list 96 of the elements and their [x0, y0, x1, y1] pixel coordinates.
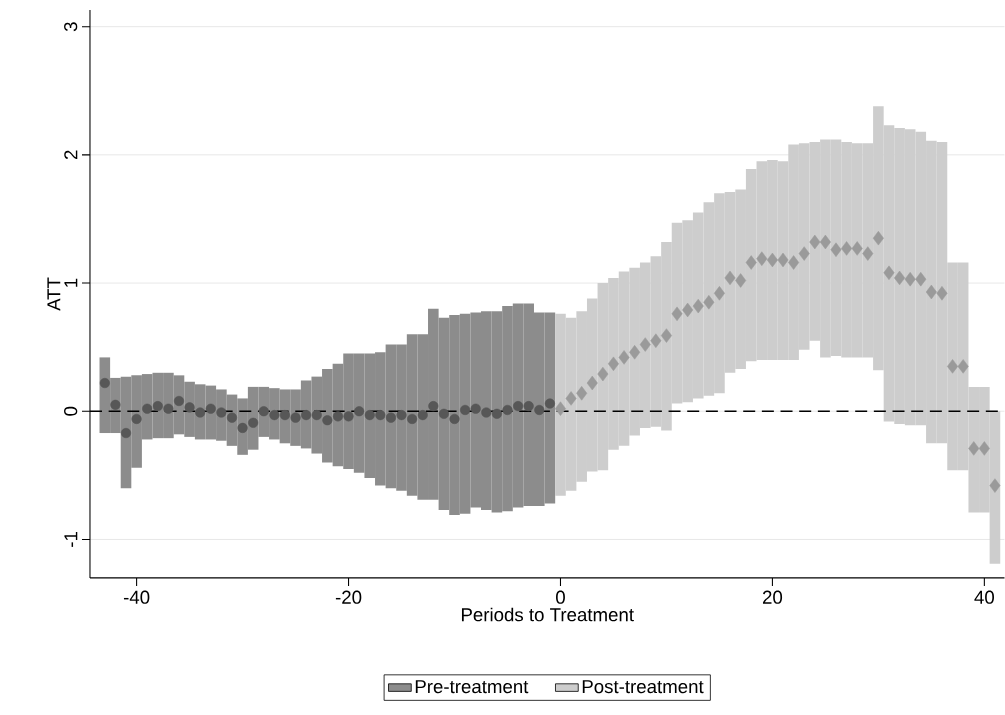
point [978, 441, 990, 456]
point [301, 410, 312, 421]
x-tick-label: 40 [974, 590, 995, 604]
point [872, 231, 884, 246]
point [364, 410, 375, 421]
point [682, 302, 694, 318]
point [226, 412, 238, 423]
x-tick-label: -40 [123, 590, 150, 604]
legend-label: Post-treatment [582, 680, 704, 694]
point [523, 401, 534, 412]
point [586, 375, 598, 391]
point [205, 403, 216, 414]
point [449, 413, 460, 425]
point [576, 386, 588, 401]
point [565, 391, 577, 406]
point [798, 246, 810, 261]
point [618, 350, 630, 365]
y-tick-label: -1 [64, 532, 78, 547]
point [99, 378, 110, 389]
point [597, 366, 609, 382]
point [343, 411, 354, 422]
point [428, 401, 439, 412]
point [629, 345, 641, 360]
y-tick-label: 1 [64, 278, 78, 287]
point [269, 410, 280, 421]
point [650, 333, 662, 348]
x-tick-label: 0 [556, 590, 565, 604]
point [894, 270, 906, 286]
point [555, 401, 566, 416]
point [692, 298, 704, 314]
point [248, 417, 259, 428]
point [925, 284, 937, 300]
point [396, 410, 407, 421]
point [713, 286, 725, 301]
point [491, 408, 502, 419]
point [375, 410, 386, 421]
point [142, 403, 153, 414]
point [322, 415, 333, 426]
point [841, 241, 853, 256]
point [724, 270, 736, 286]
point [703, 295, 715, 310]
point [417, 410, 428, 421]
x-axis-title: Periods to Treatment [461, 607, 634, 622]
point [671, 306, 683, 322]
point [735, 273, 747, 288]
point [915, 272, 927, 287]
point [279, 410, 291, 421]
point [216, 407, 227, 418]
x-tick-label: -20 [335, 590, 362, 604]
point [957, 359, 969, 374]
y-tick-label: 3 [64, 22, 78, 32]
point [184, 402, 195, 413]
point [385, 412, 396, 423]
point [830, 242, 842, 257]
point [438, 408, 449, 419]
y-tick-label: 2 [64, 150, 78, 160]
point [777, 252, 789, 268]
point [354, 406, 365, 417]
point [809, 234, 821, 250]
point [502, 404, 513, 416]
point [163, 403, 174, 414]
point [152, 401, 163, 412]
point [195, 407, 206, 418]
point [110, 399, 121, 410]
point [332, 411, 344, 422]
point [639, 337, 651, 352]
x-tick-label: 20 [762, 590, 783, 604]
point [460, 404, 471, 416]
point [936, 286, 948, 301]
point [237, 422, 248, 434]
y-tick-label: 0 [64, 406, 78, 416]
legend-label: Pre-treatment [415, 680, 529, 694]
point [173, 395, 185, 407]
point [534, 404, 545, 416]
point [947, 359, 959, 374]
point [904, 272, 916, 287]
point [311, 410, 322, 421]
point [756, 251, 768, 266]
y-axis-title: ATT [47, 277, 61, 311]
point [470, 403, 481, 414]
point [745, 255, 757, 270]
point [544, 398, 555, 409]
point [513, 401, 524, 412]
point [766, 252, 778, 268]
point [660, 328, 672, 343]
point [258, 406, 269, 417]
point [862, 246, 874, 261]
point [120, 428, 132, 439]
point [407, 413, 418, 425]
point [788, 255, 800, 270]
point [819, 234, 831, 250]
point [883, 265, 895, 281]
point [481, 407, 492, 418]
point [968, 441, 980, 456]
point [851, 241, 863, 256]
point [290, 412, 301, 423]
